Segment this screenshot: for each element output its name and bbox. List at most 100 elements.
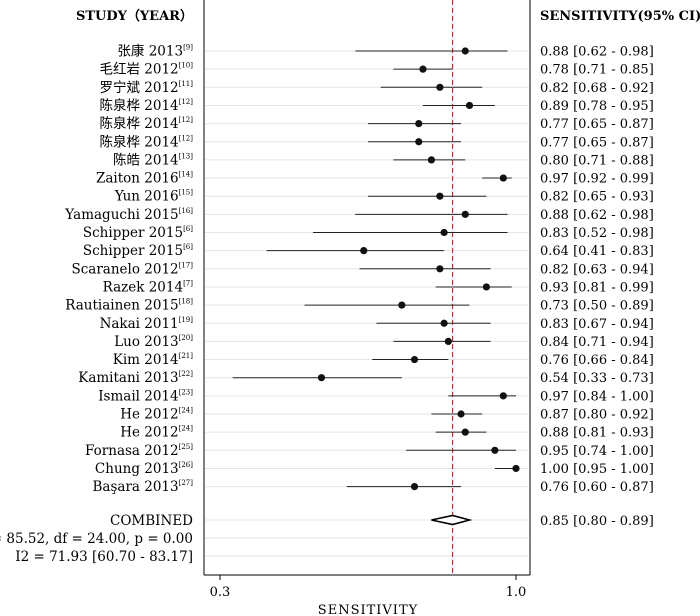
study-reference: [21] — [179, 352, 194, 360]
study-label: 陈皓 2014[13] — [113, 151, 193, 168]
study-ci: 0.88 [0.81 - 0.93] — [540, 426, 654, 441]
study-label: Schipper 2015[6] — [83, 225, 193, 241]
point-estimate — [499, 392, 507, 400]
study-reference: [14] — [179, 171, 194, 179]
study-ci: 0.87 [0.80 - 0.92] — [540, 408, 654, 423]
study-reference: [18] — [179, 298, 194, 306]
point-estimate — [427, 156, 436, 164]
header-study: STUDY（YEAR） — [76, 8, 193, 24]
study-ci: 0.64 [0.41 - 0.83] — [540, 244, 654, 259]
study-label: Kamitani 2013[22] — [78, 370, 193, 386]
study-ci: 0.73 [0.50 - 0.89] — [540, 299, 654, 314]
study-label: Başara 2013[27] — [93, 479, 194, 495]
study-label: Scaranelo 2012[17] — [71, 261, 193, 277]
text-layer: STUDY（YEAR） SENSITIVITY(95% CI) COMBINED… — [0, 8, 700, 616]
study-label: Zaiton 2016[14] — [96, 171, 193, 187]
study-ci: 1.00 [0.95 - 1.00] — [540, 462, 654, 477]
study-label: 陈泉桦 2014[12] — [99, 115, 193, 132]
study-label: Rautiainen 2015[18] — [65, 298, 193, 314]
study-label: 张康 2013[9] — [117, 43, 193, 60]
stats-i2: I2 = 71.93 [60.70 - 83.17] — [15, 549, 193, 565]
point-estimate — [461, 210, 469, 218]
study-ci: 0.88 [0.62 - 0.98] — [540, 45, 654, 60]
study-ci: 0.80 [0.71 - 0.88] — [540, 153, 654, 168]
study-ci: 0.83 [0.67 - 0.94] — [540, 317, 654, 332]
study-reference: [23] — [179, 388, 194, 396]
study-label: Fornasa 2012[25] — [85, 443, 193, 459]
study-ci: 0.83 [0.52 - 0.98] — [540, 226, 654, 241]
grid-lines — [205, 50, 529, 557]
study-ci: 0.78 [0.71 - 0.85] — [540, 63, 654, 78]
study-label: Razek 2014[7] — [103, 279, 194, 295]
study-reference: [25] — [179, 443, 194, 451]
study-reference: [16] — [179, 207, 194, 215]
study-reference: [20] — [179, 334, 194, 342]
study-ci: 0.93 [0.81 - 0.99] — [540, 280, 654, 295]
stats-heterogeneity-q: Q = 85.52, df = 24.00, p = 0.00 — [0, 531, 193, 547]
study-reference: [27] — [179, 479, 194, 487]
study-reference: [9] — [183, 44, 193, 52]
study-marks — [219, 47, 520, 580]
study-ci: 0.95 [0.74 - 1.00] — [540, 444, 654, 459]
study-label: Schipper 2015[6] — [83, 243, 193, 259]
study-label: He 2012[24] — [120, 407, 193, 423]
study-ci: 0.97 [0.84 - 1.00] — [540, 389, 654, 404]
study-label: Nakai 2011[19] — [100, 316, 194, 332]
study-reference: [7] — [183, 279, 193, 287]
study-reference: [13] — [179, 152, 194, 160]
combined-ci: 0.85 [0.80 - 0.89] — [540, 514, 654, 529]
study-ci: 0.84 [0.71 - 0.94] — [540, 335, 654, 350]
study-ci: 0.77 [0.65 - 0.87] — [540, 117, 654, 132]
study-reference: [24] — [179, 425, 194, 433]
study-reference: [12] — [179, 98, 194, 106]
study-ci: 0.88 [0.62 - 0.98] — [540, 208, 654, 223]
study-ci: 0.76 [0.60 - 0.87] — [540, 480, 654, 495]
point-estimate — [415, 120, 423, 128]
study-label: 陈泉桦 2014[12] — [99, 133, 193, 150]
study-label: Yamaguchi 2015[16] — [64, 207, 193, 223]
study-reference: [6] — [183, 225, 193, 233]
point-estimate — [415, 138, 423, 146]
study-label: Kim 2014[21] — [113, 352, 193, 368]
study-label: Ismail 2014[23] — [98, 388, 193, 404]
study-label: 罗宁斌 2012[11] — [99, 79, 193, 96]
point-estimate — [440, 319, 448, 327]
study-label: 毛红岩 2012[10] — [99, 62, 193, 78]
study-reference: [17] — [179, 261, 194, 269]
point-estimate — [436, 83, 444, 91]
point-estimate — [457, 410, 465, 418]
study-reference: [12] — [179, 134, 194, 142]
point-estimate — [410, 355, 419, 364]
point-estimate — [360, 247, 368, 255]
point-estimate — [436, 265, 444, 273]
study-ci: 0.54 [0.33 - 0.73] — [540, 371, 654, 386]
plot-frame — [203, 0, 531, 576]
point-estimate — [482, 283, 490, 291]
study-ci: 0.82 [0.65 - 0.93] — [540, 190, 654, 205]
study-ci: 0.97 [0.92 - 0.99] — [540, 172, 654, 187]
study-reference: [26] — [179, 461, 194, 469]
study-reference: [22] — [179, 370, 194, 378]
point-estimate — [465, 101, 474, 110]
study-ci: 0.76 [0.66 - 0.84] — [540, 353, 654, 368]
study-ci: 0.89 [0.78 - 0.95] — [540, 99, 654, 114]
point-estimate — [461, 428, 469, 436]
x-axis-title: SENSITIVITY — [318, 603, 418, 616]
study-reference: [19] — [179, 316, 194, 324]
study-label: Chung 2013[26] — [95, 461, 193, 477]
point-estimate — [410, 483, 419, 491]
combined-label: COMBINED — [110, 513, 193, 529]
point-estimate — [419, 65, 427, 73]
study-reference: [10] — [179, 62, 194, 70]
point-estimate — [461, 47, 469, 55]
combined-diamond — [431, 514, 473, 526]
point-estimate — [440, 228, 448, 237]
study-label: He 2012[24] — [120, 425, 193, 441]
point-estimate — [491, 446, 499, 454]
x-tick-label-min: 0.3 — [210, 585, 231, 600]
header-ci: SENSITIVITY(95% CI) — [540, 9, 700, 24]
study-ci: 0.77 [0.65 - 0.87] — [540, 135, 654, 150]
point-estimate — [436, 192, 444, 200]
study-label: Luo 2013[20] — [114, 334, 193, 350]
